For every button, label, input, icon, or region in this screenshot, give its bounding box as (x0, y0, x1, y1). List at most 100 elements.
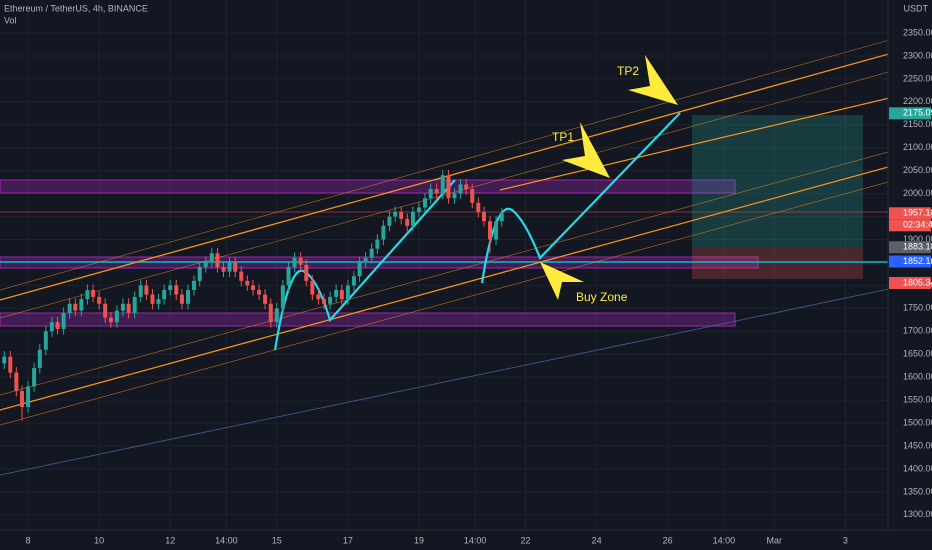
candle-body (375, 239, 380, 249)
x-tick-label: 3 (843, 535, 848, 545)
x-tick-label: 15 (272, 535, 282, 545)
candle-body (470, 189, 475, 203)
y-tick-label: 2000.00 (903, 188, 932, 198)
candle-body (257, 290, 262, 295)
candle-body (197, 267, 202, 281)
candle-body (2, 356, 7, 364)
candle-body (428, 189, 433, 199)
x-tick-label: 24 (592, 535, 602, 545)
x-tick-label: 14:00 (713, 535, 736, 545)
y-tick-label: 1300.00 (903, 509, 932, 519)
candle-body (369, 248, 374, 258)
price-tag-label: 2175.09 (903, 108, 932, 118)
candle-body (185, 290, 190, 304)
price-tag (889, 241, 931, 254)
candle-body (263, 294, 268, 304)
candle-body (91, 290, 96, 297)
candle-body (221, 267, 226, 272)
candle-body (405, 218, 410, 226)
candle-body (310, 280, 315, 295)
candle-body (339, 290, 344, 300)
candle-body (251, 285, 256, 291)
candle-body (387, 216, 392, 226)
y-tick-label: 2100.00 (903, 142, 932, 152)
candle-body (168, 285, 173, 291)
candle-body (174, 285, 179, 295)
channel (0, 154, 932, 411)
price-tag (889, 107, 931, 120)
candle-body (322, 299, 327, 304)
price-tag-label: 1852.16 (903, 256, 932, 266)
candle-body (292, 257, 297, 268)
y-tick-label: 1750.00 (903, 303, 932, 313)
y-tick-label: 1650.00 (903, 349, 932, 359)
channel (0, 139, 932, 396)
candle-body (103, 303, 108, 318)
y-tick-label: 1700.00 (903, 326, 932, 336)
candle-body (67, 303, 72, 313)
candle-body (499, 213, 504, 222)
candle-body (49, 322, 54, 332)
y-tick-label: 2050.00 (903, 165, 932, 175)
x-tick-label: 19 (414, 535, 424, 545)
x-tick-label: 17 (343, 535, 353, 545)
candle-body (61, 312, 66, 330)
candle-body (108, 317, 113, 323)
channel (0, 41, 932, 301)
candle-body (334, 290, 339, 297)
candle-body (203, 262, 208, 268)
candle-body (37, 349, 42, 369)
time-axis (0, 530, 932, 550)
candle-body (440, 175, 445, 194)
candle-body (79, 299, 84, 311)
candle-body (381, 225, 386, 240)
candle-body (227, 262, 232, 272)
candle-body (120, 303, 125, 311)
countdown-box (889, 219, 931, 232)
candle-body (192, 280, 197, 291)
candle-body (416, 207, 421, 212)
y-tick-label: 1450.00 (903, 440, 932, 450)
candle-body (393, 212, 398, 217)
y-tick-label: 2150.00 (903, 119, 932, 129)
y-tick-label: 2350.00 (903, 27, 932, 37)
candle-body (132, 296, 137, 313)
candle-body (286, 267, 291, 286)
candle-body (162, 290, 167, 300)
candle-body (357, 262, 362, 277)
candle-body (488, 221, 493, 240)
chart-title: Ethereum / TetherUS, 4h, BINANCE (4, 3, 148, 13)
x-tick-label: 14:00 (215, 535, 238, 545)
candle-body (363, 257, 368, 263)
price-tag (889, 276, 931, 289)
price-tag-label: 1805.34 (903, 277, 932, 287)
currency: USDT (904, 3, 929, 13)
price-tag (889, 255, 931, 268)
candle-body (26, 386, 31, 408)
candle-body (452, 193, 457, 199)
candle-body (434, 189, 439, 194)
candle-body (446, 175, 451, 199)
loss-box (692, 248, 863, 279)
price-tag (889, 207, 931, 220)
candle-body (215, 253, 220, 268)
y-tick-label: 1600.00 (903, 372, 932, 382)
candle-body (494, 221, 499, 240)
candle-body (458, 184, 463, 194)
candle-body (245, 280, 250, 286)
candles (2, 169, 504, 421)
channel (0, 169, 932, 426)
candle-body (20, 390, 25, 408)
price-tag-label: 1957.18 (903, 208, 932, 218)
subtitle: Vol (4, 15, 17, 25)
candle-body (97, 296, 102, 304)
candle-body (55, 322, 60, 330)
candle-body (274, 308, 279, 323)
candle-body (280, 285, 285, 309)
y-tick-label: 2200.00 (903, 96, 932, 106)
x-tick-label: 10 (94, 535, 104, 545)
candle-body (179, 294, 184, 304)
candle-body (8, 356, 13, 373)
y-tick-label: 2250.00 (903, 73, 932, 83)
candle-body (464, 184, 469, 190)
